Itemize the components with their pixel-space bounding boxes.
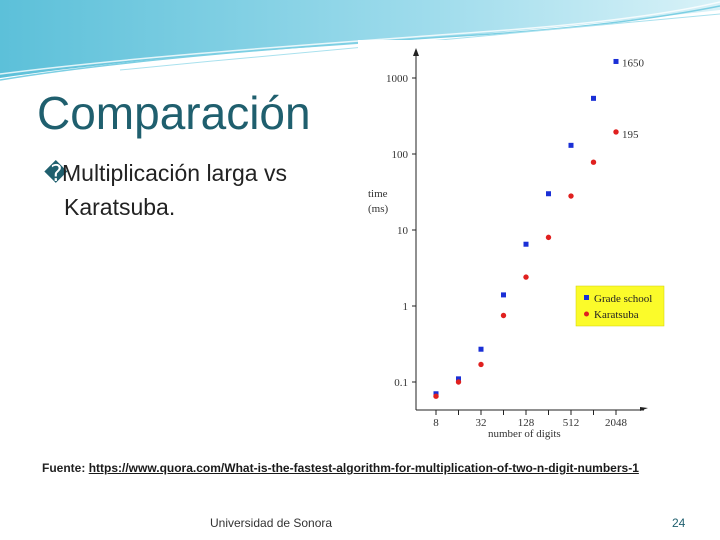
x-tick-label: 8 <box>433 417 439 429</box>
bullet-marker: � <box>44 160 68 186</box>
grade-school-point <box>568 142 574 148</box>
source-label: Fuente: <box>42 461 86 475</box>
y-axis-label-line-1: time <box>368 188 388 200</box>
slide-title: Comparación <box>37 87 311 139</box>
karatsuba-point <box>500 312 507 319</box>
chart-legend: Grade school Karatsuba <box>575 285 665 327</box>
x-tick-label: 128 <box>518 417 535 429</box>
source-link[interactable]: https://www.quora.com/What-is-the-fastes… <box>88 461 639 475</box>
footer-institution: Universidad de Sonora <box>210 516 333 530</box>
y-axis-arrow <box>413 48 419 56</box>
legend-label-grade-school: Grade school <box>594 293 652 305</box>
y-tick-label: 10 <box>397 225 409 237</box>
series-end-label: 195 <box>622 129 639 141</box>
legend-marker-karatsuba <box>584 311 589 317</box>
grade-school-point <box>456 376 461 382</box>
x-tick-label: 2048 <box>605 417 628 429</box>
grade-school-point <box>613 58 619 64</box>
bullet-text-line-2: Karatsuba. <box>64 194 176 220</box>
x-tick-label: 512 <box>563 417 580 429</box>
legend-box <box>575 285 665 327</box>
source-citation: Fuente: https://www.quora.com/What-is-th… <box>42 461 639 475</box>
x-axis-arrow <box>640 407 648 411</box>
grade-school-point <box>523 241 529 247</box>
series-end-label: 1650 <box>622 57 645 69</box>
legend-marker-grade-school <box>584 295 589 300</box>
grade-school-point <box>478 346 484 352</box>
karatsuba-point <box>590 159 597 165</box>
karatsuba-point <box>523 274 529 280</box>
page-number: 24 <box>672 516 686 530</box>
chart-axes <box>413 48 648 411</box>
grade-school-point <box>546 191 551 197</box>
karatsuba-point <box>613 129 619 135</box>
karatsuba-point <box>433 393 439 399</box>
bullet-list: �Multiplicación larga vs Karatsuba. <box>44 156 344 224</box>
legend-label-karatsuba: Karatsuba <box>594 309 639 321</box>
y-tick-label: 0.1 <box>394 377 408 389</box>
karatsuba-point <box>478 361 484 368</box>
karatsuba-point <box>545 234 552 241</box>
grade-school-point <box>591 95 596 101</box>
header-wave-decoration <box>0 0 720 81</box>
y-tick-label: 1000 <box>386 73 409 85</box>
y-tick-label: 1 <box>403 301 409 313</box>
y-tick-label: 100 <box>392 149 409 161</box>
x-axis-label: number of digits <box>488 428 561 440</box>
grade-school-point <box>501 292 506 298</box>
bullet-text-line-1: Multiplicación larga vs <box>62 160 287 186</box>
x-tick-label: 32 <box>476 417 487 429</box>
timing-chart: 0.1 1 10 100 1000 8 32 128 512 2048 time (ms) nu… <box>358 40 678 450</box>
karatsuba-point <box>568 193 574 199</box>
karatsuba-point <box>455 379 462 385</box>
y-axis-label-line-2: (ms) <box>368 203 389 215</box>
